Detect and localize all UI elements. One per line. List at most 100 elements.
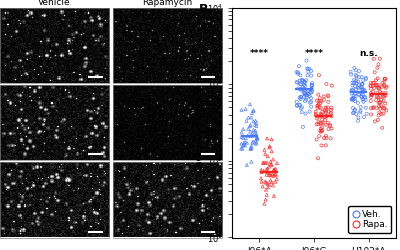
Point — [360, 97, 366, 101]
Point — [252, 138, 259, 142]
Point — [382, 77, 388, 81]
Point — [264, 136, 270, 140]
Point — [381, 79, 388, 83]
Point — [322, 123, 329, 127]
Y-axis label: I96*A: I96*A — [0, 34, 2, 56]
Point — [271, 194, 277, 198]
Point — [350, 93, 357, 97]
Point — [318, 144, 324, 148]
Point — [380, 112, 386, 116]
Point — [353, 79, 359, 83]
Point — [301, 91, 307, 95]
Point — [324, 94, 331, 98]
Point — [308, 69, 314, 73]
Point — [361, 95, 367, 99]
Point — [245, 127, 251, 131]
Point — [376, 57, 383, 61]
Point — [351, 66, 358, 70]
Point — [253, 140, 260, 144]
Point — [238, 146, 244, 150]
Point — [318, 122, 324, 126]
Point — [382, 91, 389, 95]
Point — [295, 72, 302, 76]
Point — [348, 88, 355, 92]
Point — [266, 164, 272, 168]
Point — [270, 158, 276, 162]
Point — [308, 91, 314, 95]
Point — [376, 110, 382, 114]
Point — [298, 95, 304, 99]
Point — [364, 112, 370, 116]
Point — [358, 75, 365, 79]
Point — [319, 129, 325, 133]
Point — [296, 103, 303, 107]
Point — [266, 146, 273, 150]
Point — [360, 100, 367, 104]
Point — [245, 134, 251, 138]
Point — [298, 88, 304, 92]
Point — [271, 168, 278, 172]
Point — [252, 123, 258, 127]
Text: ****: **** — [250, 49, 269, 58]
Point — [370, 90, 376, 94]
Point — [271, 169, 278, 173]
Point — [309, 81, 315, 85]
Point — [315, 122, 322, 126]
Point — [247, 123, 254, 127]
Point — [372, 120, 378, 124]
Point — [318, 112, 324, 116]
Point — [352, 92, 358, 96]
Point — [317, 101, 324, 105]
Point — [362, 95, 368, 99]
Point — [253, 131, 259, 135]
Point — [382, 86, 389, 90]
Point — [242, 107, 249, 111]
Point — [250, 119, 257, 123]
Point — [253, 133, 259, 137]
Point — [373, 106, 380, 110]
Point — [356, 69, 362, 73]
Point — [362, 76, 369, 80]
Point — [355, 80, 361, 84]
Point — [322, 106, 329, 110]
Point — [262, 198, 269, 202]
Point — [270, 174, 276, 178]
Point — [374, 83, 380, 87]
Point — [294, 80, 300, 84]
Point — [321, 98, 327, 102]
Point — [300, 85, 306, 89]
Point — [320, 94, 327, 98]
Point — [308, 96, 314, 100]
Point — [244, 163, 250, 167]
Point — [384, 84, 390, 88]
Point — [309, 89, 315, 93]
Point — [248, 144, 254, 148]
Point — [378, 104, 384, 108]
Point — [316, 114, 323, 118]
Point — [359, 88, 366, 92]
Point — [314, 104, 321, 108]
Point — [328, 111, 334, 115]
Point — [295, 70, 301, 74]
Point — [316, 105, 323, 109]
Point — [383, 108, 390, 112]
Y-axis label: mCherry Fluorescence (AU): mCherry Fluorescence (AU) — [195, 64, 204, 180]
Point — [328, 108, 334, 112]
Point — [348, 72, 354, 76]
Point — [375, 62, 382, 66]
Point — [270, 172, 276, 176]
Point — [293, 70, 300, 74]
Point — [379, 81, 386, 85]
Point — [350, 106, 356, 110]
Point — [319, 118, 326, 122]
Point — [353, 81, 360, 85]
Point — [308, 87, 315, 91]
Point — [353, 81, 359, 85]
Point — [309, 83, 315, 87]
Point — [304, 66, 311, 70]
Point — [350, 111, 356, 115]
Point — [351, 78, 357, 82]
Point — [316, 99, 322, 103]
Point — [301, 81, 308, 85]
Text: B: B — [199, 3, 208, 16]
